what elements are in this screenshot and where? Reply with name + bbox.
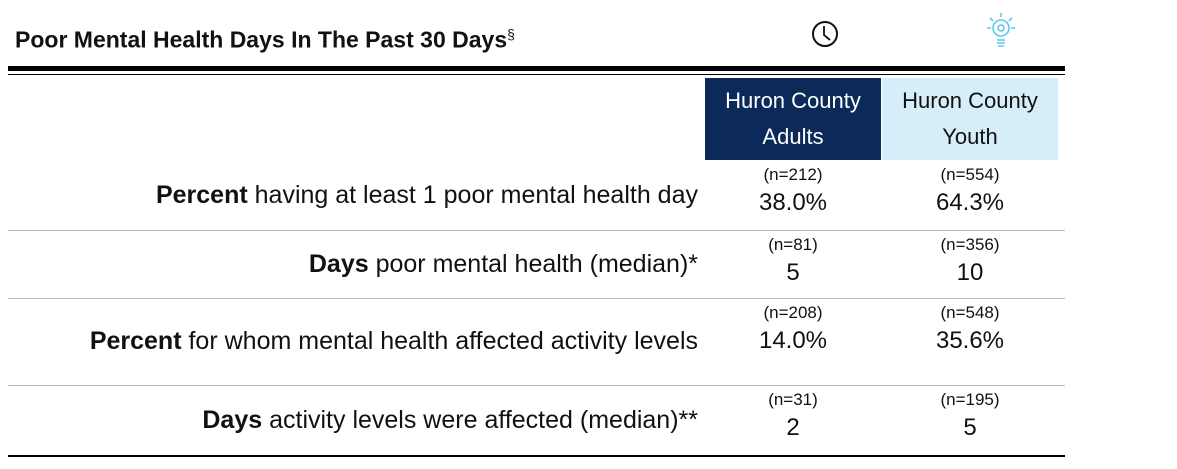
sample-size: (n=554) xyxy=(940,165,1000,184)
table-cell: (n=356) 10 xyxy=(882,234,1058,290)
sample-size: (n=31) xyxy=(768,390,818,409)
row-label-bold: Days xyxy=(308,249,369,278)
row-label: Days activity levels were affected (medi… xyxy=(16,385,698,455)
cell-value: 38.0% xyxy=(758,189,828,216)
sample-size: (n=356) xyxy=(940,235,1000,254)
table-row: Days poor mental health (median)* (n=81) 5… xyxy=(8,230,1065,299)
row-label: Percent for whom mental health affected … xyxy=(16,298,698,385)
table-cell: (n=195) 5 xyxy=(882,389,1058,445)
table-cell: (n=554) 64.3% xyxy=(882,164,1058,220)
row-label: Percent having at least 1 poor mental he… xyxy=(16,160,698,230)
row-label: Days poor mental health (median)* xyxy=(16,230,698,298)
row-label-text: Days activity levels were affected (medi… xyxy=(202,404,698,437)
row-label-text: Percent for whom mental health affected … xyxy=(90,325,698,358)
header-line: Youth xyxy=(942,124,998,149)
title-mark: § xyxy=(507,26,515,42)
table-cell: (n=548) 35.6% xyxy=(882,302,1058,358)
lightbulb-icon xyxy=(987,13,1015,47)
cell-value: 5 xyxy=(786,259,800,286)
row-label-text: Percent having at least 1 poor mental he… xyxy=(156,179,698,212)
cell-value: 2 xyxy=(786,414,800,441)
column-header: Huron County Adults xyxy=(705,78,881,160)
table-row: Percent having at least 1 poor mental he… xyxy=(8,160,1065,231)
sample-size: (n=195) xyxy=(940,390,1000,409)
top-rule xyxy=(8,66,1065,71)
table-cell: (n=212) 38.0% xyxy=(705,164,881,220)
table-cell: (n=31) 2 xyxy=(705,389,881,445)
clock-icon xyxy=(812,21,838,47)
cell-value: 10 xyxy=(956,259,984,286)
cell-value: 5 xyxy=(963,414,977,441)
column-header: Huron County Youth xyxy=(882,78,1058,160)
title-text: Poor Mental Health Days In The Past 30 D… xyxy=(15,26,508,53)
header-line: Huron County xyxy=(725,88,861,113)
row-label-text: Days poor mental health (median)* xyxy=(309,248,698,281)
sample-size: (n=212) xyxy=(763,165,823,184)
sample-size: (n=208) xyxy=(763,303,823,322)
table-cell: (n=208) 14.0% xyxy=(705,302,881,358)
top-rule-thin xyxy=(8,74,1065,75)
table-row: Days activity levels were affected (medi… xyxy=(8,385,1065,457)
sample-size: (n=81) xyxy=(768,235,818,254)
table-row: Percent for whom mental health affected … xyxy=(8,298,1065,386)
row-label-bold: Percent xyxy=(155,180,248,209)
row-label-rest: activity levels were affected (median)** xyxy=(269,405,698,434)
row-label-bold: Days xyxy=(202,405,263,434)
row-label-rest: for whom mental health affected activity… xyxy=(188,327,698,355)
sample-size: (n=548) xyxy=(940,303,1000,322)
header-line: Huron County xyxy=(902,88,1038,113)
cell-value: 64.3% xyxy=(935,189,1005,216)
cell-value: 35.6% xyxy=(935,327,1005,354)
row-label-rest: having at least 1 poor mental health day xyxy=(254,180,698,209)
header-line: Adults xyxy=(762,124,824,149)
cell-value: 14.0% xyxy=(758,327,828,354)
row-label-bold: Percent xyxy=(89,327,182,355)
row-label-rest: poor mental health (median)* xyxy=(375,249,698,278)
table-cell: (n=81) 5 xyxy=(705,234,881,290)
section-title: Poor Mental Health Days In The Past 30 D… xyxy=(15,26,515,54)
